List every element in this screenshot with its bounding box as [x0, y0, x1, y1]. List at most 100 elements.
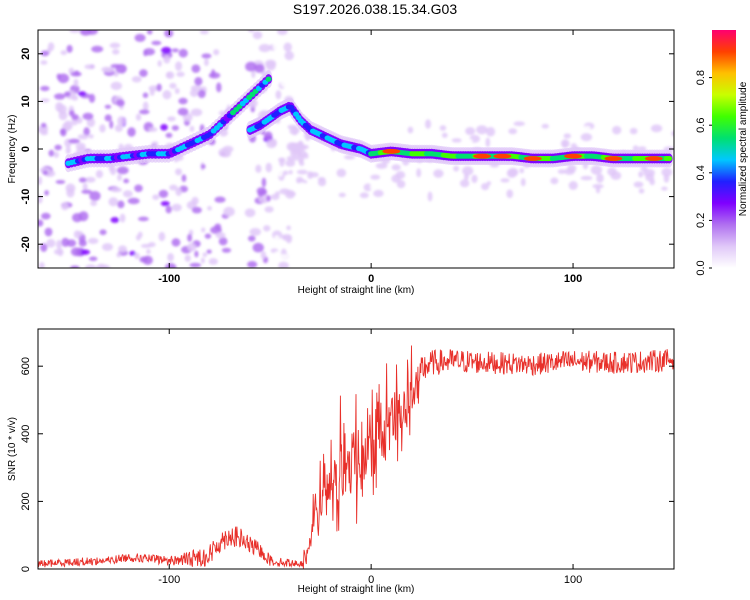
noise-blob — [47, 42, 55, 51]
noise-blob — [80, 30, 92, 36]
spectrogram-y-tick-label: -20 — [20, 236, 32, 252]
noise-blob — [297, 153, 305, 164]
noise-blob — [117, 200, 125, 209]
noise-blob — [117, 174, 122, 181]
noise-blob — [99, 229, 107, 236]
noise-blob — [191, 64, 201, 73]
noise-blob — [194, 250, 199, 258]
noise-blob — [248, 30, 255, 33]
noise-blob — [104, 67, 115, 73]
noise-blob — [96, 263, 107, 268]
noise-blob — [171, 125, 179, 131]
noise-blob — [140, 243, 152, 249]
noise-blob — [104, 104, 112, 109]
noise-blob — [607, 167, 617, 176]
noise-blob — [549, 122, 555, 131]
noise-blob — [272, 41, 278, 51]
noise-blob — [55, 179, 66, 185]
noise-blob — [158, 231, 166, 242]
snr-y-tick-label: 0 — [20, 566, 32, 572]
noise-blob — [245, 61, 257, 72]
noise-blob — [249, 227, 262, 236]
noise-blob — [112, 49, 120, 55]
noise-blob — [204, 58, 209, 67]
snr-x-tick-label: -100 — [158, 574, 180, 586]
noise-blob — [78, 177, 87, 183]
noise-blob — [46, 238, 56, 248]
noise-blob — [202, 252, 208, 258]
spectrogram-ridge-main — [64, 70, 273, 173]
noise-blob — [165, 132, 173, 138]
noise-blob — [116, 166, 129, 175]
noise-blob — [194, 76, 203, 86]
spectrogram-y-tick-label: 10 — [20, 95, 32, 107]
noise-blob — [95, 170, 104, 179]
noise-blob — [40, 122, 47, 128]
noise-blob — [293, 142, 302, 152]
noise-blob — [661, 186, 668, 191]
noise-blob — [68, 138, 81, 144]
noise-blob — [303, 158, 308, 164]
noise-blob — [247, 235, 256, 242]
noise-blob — [244, 208, 256, 218]
noise-blob — [463, 173, 469, 181]
noise-blob — [137, 216, 149, 222]
noise-blob — [85, 176, 96, 183]
noise-blob — [214, 196, 226, 203]
noise-blob — [48, 149, 55, 157]
colorbar-tick-label: 0.0 — [695, 260, 707, 275]
noise-blob — [274, 235, 280, 241]
noise-blob — [527, 186, 534, 195]
noise-blob — [296, 131, 307, 140]
noise-blob — [135, 234, 141, 241]
snr-series-line — [38, 345, 674, 569]
noise-blob — [165, 262, 177, 268]
noise-blob — [110, 216, 120, 223]
noise-blob — [139, 109, 150, 115]
noise-blob — [292, 128, 298, 136]
noise-blob — [441, 132, 448, 138]
noise-blob — [81, 189, 93, 194]
noise-blob — [71, 95, 79, 101]
noise-blob — [71, 114, 79, 121]
hotspot — [473, 153, 492, 159]
noise-blob — [43, 170, 48, 176]
noise-blob — [74, 70, 80, 76]
hotspot — [604, 156, 623, 161]
noise-blob — [204, 233, 212, 239]
noise-blob — [184, 254, 191, 262]
noise-blob — [481, 183, 490, 191]
noise-blob — [148, 127, 158, 132]
noise-blob — [329, 118, 336, 124]
noise-blob — [116, 99, 125, 107]
noise-blob — [99, 124, 106, 133]
noise-blob — [82, 112, 94, 120]
noise-blob — [38, 219, 44, 227]
noise-blob — [508, 167, 519, 177]
noise-blob — [218, 237, 228, 246]
noise-blob — [264, 206, 274, 213]
noise-blob — [66, 44, 73, 53]
noise-blob — [44, 190, 49, 196]
snr-y-label: SNR (10 * v/v) — [7, 417, 18, 481]
noise-blob — [375, 162, 388, 169]
snr-x-ticks: -100 0 100 — [158, 329, 582, 586]
spectrogram-hotspots — [382, 148, 663, 161]
noise-blob — [370, 174, 381, 180]
noise-blob — [612, 125, 622, 135]
noise-blob — [317, 176, 326, 182]
noise-blob — [471, 174, 478, 184]
noise-blob — [54, 144, 62, 151]
hotspot — [382, 148, 401, 154]
noise-blob — [70, 247, 82, 257]
noise-blob — [541, 123, 550, 129]
noise-blob — [265, 162, 273, 173]
noise-blob — [78, 211, 89, 222]
noise-blob — [255, 164, 262, 173]
noise-blob — [325, 181, 335, 188]
noise-blob — [283, 42, 292, 52]
noise-blob — [550, 177, 559, 185]
noise-blob — [223, 206, 235, 217]
